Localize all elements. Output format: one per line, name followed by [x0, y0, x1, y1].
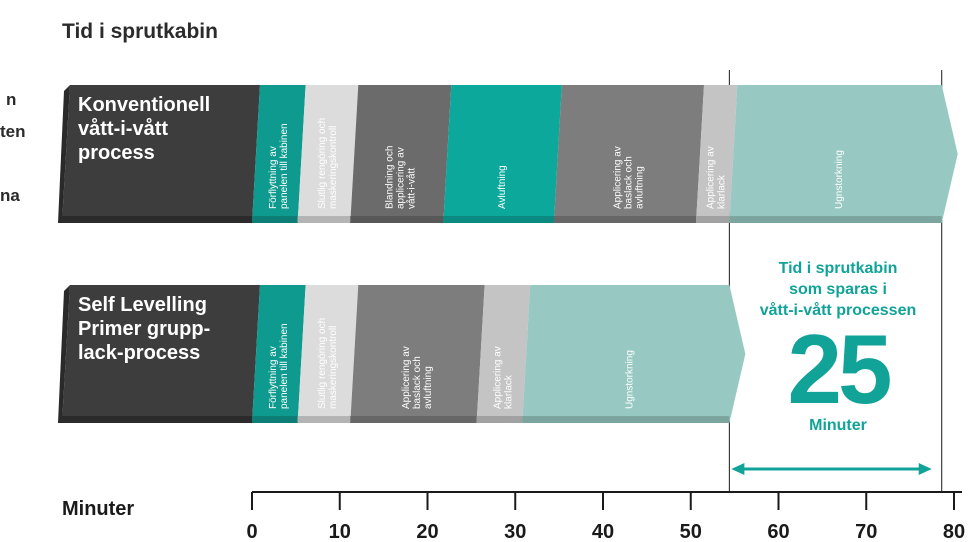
segment-bar: [729, 85, 958, 223]
x-tick-label: 0: [246, 521, 257, 542]
segment-bar-shade: [297, 216, 351, 223]
x-tick-label: 20: [416, 521, 438, 542]
savings-value: 25: [787, 314, 892, 424]
savings-callout: Tid i sprutkabin som sparas i vått-i-våt…: [730, 258, 946, 435]
row-label-block: [62, 285, 260, 423]
segment-label: Ugnstorkning: [834, 150, 845, 209]
segment-label: Slutlig rengöring ochmaskeringskontroll: [317, 118, 339, 209]
row-label-block-bottom: [62, 416, 252, 423]
segment-bar: [522, 285, 746, 423]
segment-label: Förflyttning avpanelen till kabinen: [268, 323, 290, 409]
segment-label: Applicering avbaslack ochavluftning: [401, 346, 434, 409]
segment-bar-shade: [252, 216, 298, 223]
process-label-conventional: Konventionell vått-i-vått process: [78, 94, 211, 164]
row-label-block-bottom: [62, 216, 252, 223]
segment-label: Slutlig rengöring ochmaskeringskontroll: [317, 318, 339, 409]
segment-bar: [696, 85, 738, 223]
segment-bar-shade: [696, 216, 730, 223]
segment-label: Ugnstorkning: [624, 350, 635, 409]
segment-bar: [350, 285, 485, 423]
segment-label: Applicering avklarlack: [492, 346, 514, 409]
x-axis-label: Minuter: [62, 498, 134, 520]
x-tick-label: 10: [329, 521, 351, 542]
segment-label: Förflyttning avpanelen till kabinen: [268, 123, 290, 209]
segment-bar-shade: [729, 216, 942, 223]
segment-label: Blandning ochapplicering avvått-i-vått: [384, 146, 417, 209]
side-text-fragment-1: n: [6, 90, 17, 109]
savings-unit: Minuter: [809, 417, 867, 434]
x-tick-label: 50: [680, 521, 702, 542]
x-tick-label: 60: [767, 521, 789, 542]
side-text-fragment-3: na: [0, 186, 20, 205]
segment-label: Avluftning: [497, 165, 508, 209]
savings-arrow-head-left: [731, 463, 745, 475]
segment-bar: [252, 85, 306, 223]
segment-bar: [476, 285, 531, 423]
segment-bar: [350, 85, 452, 223]
segment-bar-shade: [522, 416, 730, 423]
segment-bar-shade: [553, 216, 697, 223]
segment-bar-shade: [443, 216, 554, 223]
segment-bar-shade: [350, 416, 477, 423]
x-tick-label: 80: [943, 521, 965, 542]
chart-title: Tid i sprutkabin: [62, 20, 218, 43]
row-label-block: [62, 85, 260, 223]
row-label-block-edge: [58, 285, 70, 423]
side-text-fragment-2: ten: [0, 122, 26, 141]
x-tick-label: 40: [592, 521, 614, 542]
row-label-block-edge: [58, 85, 70, 223]
segment-label: Applicering avbaslack ochavluftning: [612, 146, 645, 209]
segment-bar-shade: [252, 416, 298, 423]
x-tick-label: 70: [855, 521, 877, 542]
segment-bar-shade: [297, 416, 351, 423]
segment-bar: [297, 285, 359, 423]
segment-bar: [252, 285, 306, 423]
segment-bar-shade: [476, 416, 523, 423]
segment-bar: [553, 85, 705, 223]
segment-bar: [443, 85, 562, 223]
savings-label: Tid i sprutkabin som sparas i vått-i-våt…: [759, 260, 917, 319]
x-tick-label: 30: [504, 521, 526, 542]
process-label-self-levelling: Self Levelling Primer grupp- lack-proces…: [78, 294, 211, 364]
savings-arrow-head-right: [918, 463, 932, 475]
segment-bar: [297, 85, 359, 223]
segment-label: Applicering avklarlack: [706, 146, 728, 209]
segment-bar-shade: [350, 216, 444, 223]
